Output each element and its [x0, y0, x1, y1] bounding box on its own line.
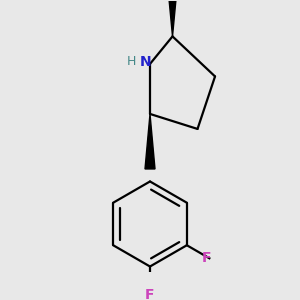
Polygon shape: [169, 0, 176, 36]
Text: F: F: [145, 288, 155, 300]
Text: F: F: [202, 251, 212, 265]
Polygon shape: [145, 114, 155, 169]
Text: N: N: [140, 55, 152, 69]
Text: H: H: [126, 56, 136, 68]
